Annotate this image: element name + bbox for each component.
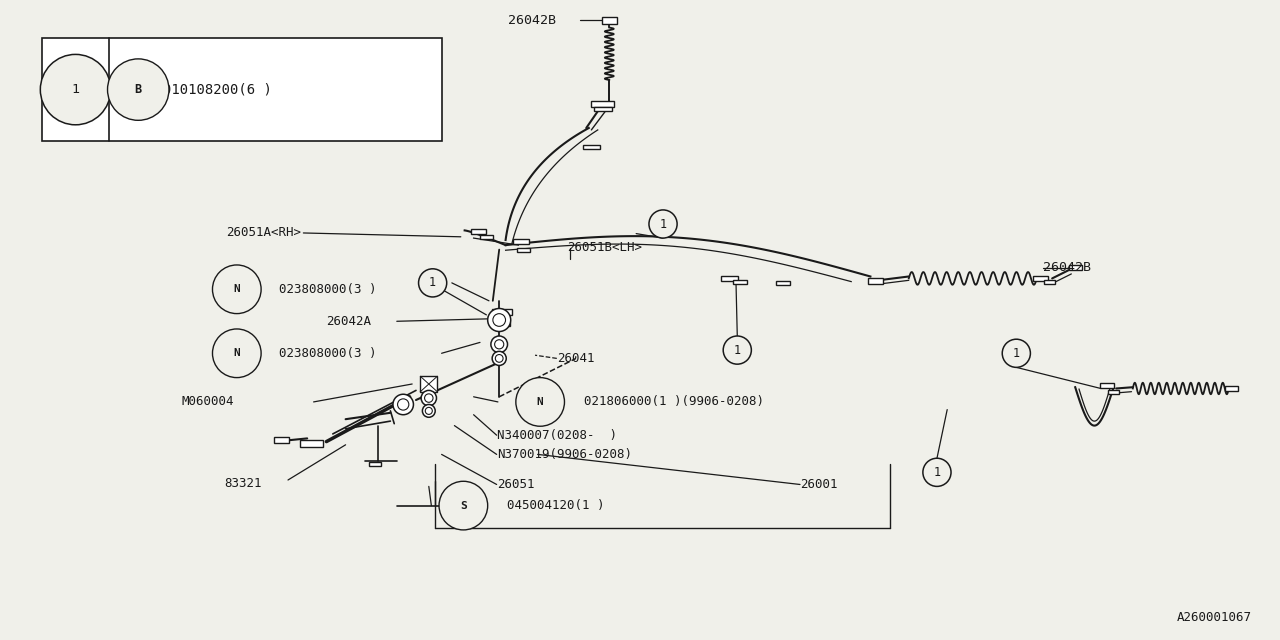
Bar <box>722 276 737 280</box>
Ellipse shape <box>108 59 169 120</box>
Bar <box>480 235 493 239</box>
Ellipse shape <box>421 390 436 406</box>
Text: 26042B: 26042B <box>508 14 557 27</box>
Ellipse shape <box>495 355 503 362</box>
Bar <box>492 310 512 316</box>
Bar <box>1033 276 1048 281</box>
Bar <box>489 316 506 321</box>
Bar <box>732 280 748 284</box>
Text: 26041: 26041 <box>557 352 594 365</box>
Ellipse shape <box>419 269 447 297</box>
Ellipse shape <box>1002 339 1030 367</box>
Ellipse shape <box>493 351 507 365</box>
Ellipse shape <box>425 394 433 403</box>
Text: 021806000(1 )(9906-0208): 021806000(1 )(9906-0208) <box>584 396 764 408</box>
Text: 26051A<RH>: 26051A<RH> <box>225 227 301 239</box>
Ellipse shape <box>492 336 508 353</box>
Bar <box>513 239 529 244</box>
Ellipse shape <box>493 314 506 326</box>
Text: 010108200(6 ): 010108200(6 ) <box>163 83 271 97</box>
Ellipse shape <box>494 340 504 349</box>
Ellipse shape <box>398 399 408 410</box>
Bar <box>1044 280 1055 284</box>
Bar <box>602 17 617 24</box>
Bar <box>1101 383 1114 388</box>
Ellipse shape <box>212 329 261 378</box>
Bar <box>1108 390 1120 394</box>
Ellipse shape <box>40 54 111 125</box>
Bar <box>517 248 530 252</box>
Text: 1: 1 <box>933 466 941 479</box>
Bar <box>274 438 289 444</box>
Ellipse shape <box>923 458 951 486</box>
Ellipse shape <box>516 378 564 426</box>
Text: A260001067: A260001067 <box>1176 611 1252 624</box>
Text: N: N <box>233 348 241 358</box>
Ellipse shape <box>723 336 751 364</box>
Text: N340007(0208-  ): N340007(0208- ) <box>497 429 617 442</box>
Bar <box>1225 387 1238 390</box>
Text: N: N <box>233 284 241 294</box>
Ellipse shape <box>393 394 413 415</box>
Text: 045004120(1 ): 045004120(1 ) <box>507 499 604 512</box>
Ellipse shape <box>488 308 511 332</box>
Ellipse shape <box>439 481 488 530</box>
Bar <box>868 278 883 284</box>
Bar <box>369 462 381 466</box>
Text: 1: 1 <box>733 344 741 356</box>
Bar <box>420 376 438 392</box>
Text: B: B <box>134 83 142 96</box>
Bar <box>42 38 442 141</box>
Text: N370019(9906-0208): N370019(9906-0208) <box>497 448 631 461</box>
Text: 26051B<LH>: 26051B<LH> <box>567 241 643 254</box>
Ellipse shape <box>212 265 261 314</box>
Bar <box>1069 265 1082 270</box>
Text: 1: 1 <box>72 83 79 96</box>
Text: 83321: 83321 <box>224 477 261 490</box>
Bar <box>471 229 486 234</box>
Text: 023808000(3 ): 023808000(3 ) <box>279 283 376 296</box>
Bar <box>300 440 323 447</box>
Text: N: N <box>536 397 544 407</box>
Bar <box>584 145 599 150</box>
Ellipse shape <box>649 210 677 238</box>
Ellipse shape <box>422 404 435 417</box>
Bar <box>776 281 791 285</box>
Text: 1: 1 <box>659 218 667 230</box>
Ellipse shape <box>425 408 433 415</box>
Text: 1: 1 <box>429 276 436 289</box>
Bar <box>497 321 511 326</box>
Text: 26001: 26001 <box>800 478 837 491</box>
Text: 023808000(3 ): 023808000(3 ) <box>279 347 376 360</box>
Text: 26042B: 26042B <box>1043 261 1091 274</box>
Bar <box>594 107 612 111</box>
Text: M060004: M060004 <box>182 396 234 408</box>
Bar <box>591 101 614 107</box>
Text: 26042A: 26042A <box>326 315 371 328</box>
Text: 26051: 26051 <box>497 478 534 491</box>
Text: S: S <box>460 500 467 511</box>
Text: 1: 1 <box>1012 347 1020 360</box>
